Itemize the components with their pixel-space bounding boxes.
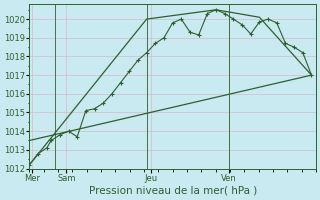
X-axis label: Pression niveau de la mer( hPa ): Pression niveau de la mer( hPa ) xyxy=(89,186,257,196)
